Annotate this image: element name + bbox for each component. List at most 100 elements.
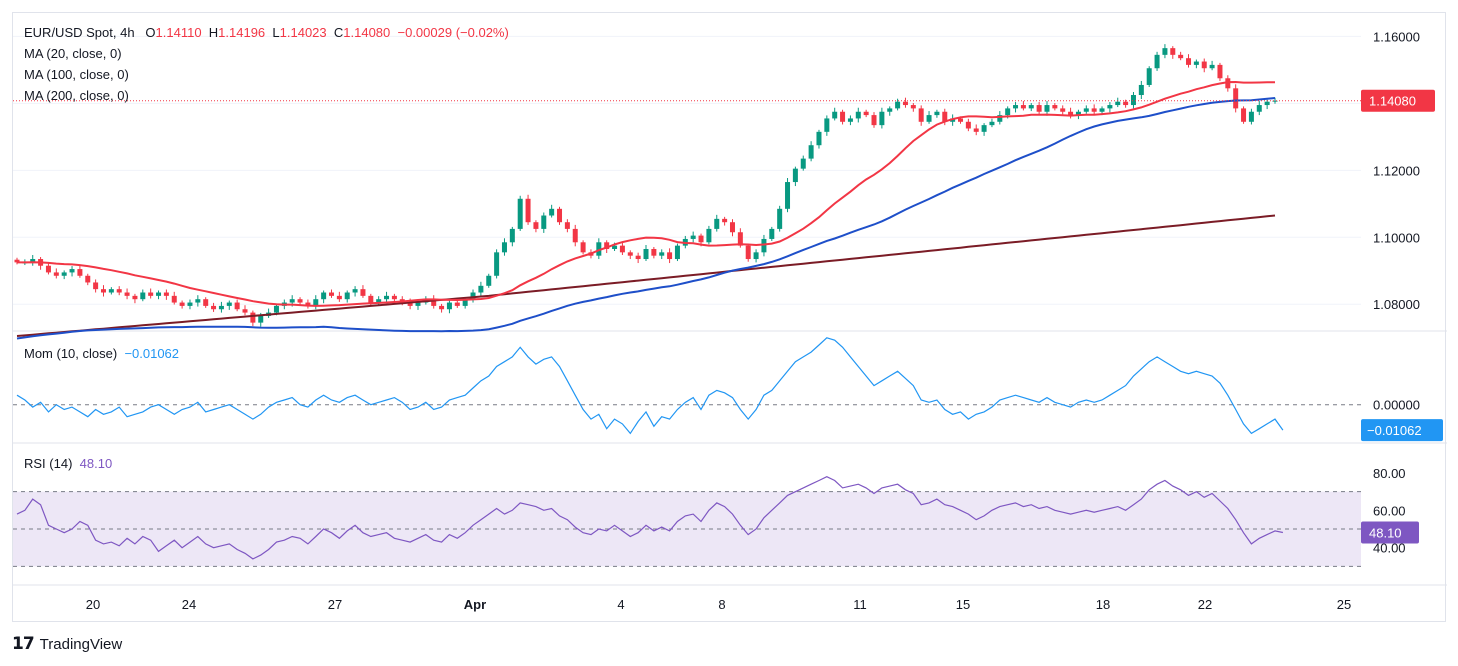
candle-body — [1256, 105, 1262, 112]
candle-body — [352, 289, 358, 293]
open-label: O — [145, 25, 156, 40]
candle-body — [840, 111, 846, 122]
candle-body — [871, 115, 877, 126]
candle-body — [895, 101, 901, 109]
candle-body — [297, 299, 303, 303]
candle-body — [77, 269, 83, 276]
candle-body — [612, 245, 618, 249]
candle-body — [674, 245, 680, 260]
candle-body — [132, 295, 138, 300]
candle-body — [1225, 78, 1231, 89]
candle-body — [942, 111, 948, 122]
candle-body — [785, 182, 791, 209]
candle-body — [659, 252, 665, 256]
candle-body — [1154, 54, 1160, 69]
candle-body — [242, 309, 248, 313]
momentum-value-badge — [1361, 419, 1443, 442]
candle-body — [93, 282, 99, 290]
tradingview-logo[interactable]: 𝟭𝟳 TradingView — [12, 634, 122, 654]
candle-body — [627, 252, 633, 256]
x-tick-label: 27 — [328, 597, 342, 612]
candle-body — [1193, 61, 1199, 65]
candle-body — [1099, 108, 1105, 112]
candle-body — [1264, 101, 1270, 106]
candle-body — [690, 235, 696, 239]
momentum-legend[interactable]: Mom (10, close) −0.01062 — [24, 343, 179, 364]
candle-body — [179, 302, 185, 306]
candle-body — [1020, 105, 1026, 109]
ma100-legend[interactable]: MA (100, close, 0) — [24, 67, 129, 82]
close-label: C — [333, 25, 344, 40]
candle-body — [808, 145, 814, 159]
close-value: 1.14080 — [343, 25, 391, 40]
candle-body — [415, 302, 421, 306]
candle-body — [163, 292, 169, 296]
candle-body — [918, 108, 924, 122]
ma200-legend[interactable]: MA (200, close, 0) — [24, 88, 129, 103]
candle-body — [651, 248, 657, 256]
rsi-label: RSI (14) — [24, 456, 73, 471]
candle-body — [187, 302, 193, 306]
candle-body — [1060, 108, 1066, 112]
candle-body — [14, 259, 20, 263]
candle-body — [533, 222, 539, 229]
chart-frame: 1.160001.140001.120001.100001.080001.140… — [12, 12, 1447, 623]
candle-body — [1201, 61, 1207, 69]
candle-body — [313, 299, 319, 306]
rsi-legend[interactable]: RSI (14) 48.10 — [24, 453, 112, 474]
candle-body — [486, 275, 492, 286]
x-tick-label: 8 — [718, 597, 725, 612]
candle-body — [148, 292, 154, 296]
chart-svg[interactable]: 1.160001.140001.120001.100001.080001.140… — [13, 13, 1447, 623]
candle-body — [698, 235, 704, 243]
rsi-tick-label: 40.00 — [1373, 541, 1406, 556]
candle-body — [1107, 105, 1113, 109]
candle-body — [376, 299, 382, 303]
candle-body — [847, 118, 853, 122]
candle-body — [1075, 111, 1081, 116]
candle-body — [777, 208, 783, 229]
candle-body — [478, 285, 484, 293]
candle-body — [1130, 95, 1136, 106]
candle-body — [973, 128, 979, 132]
x-tick-label: Apr — [464, 597, 486, 612]
ma20-legend[interactable]: MA (20, close, 0) — [24, 46, 122, 61]
candle-body — [384, 295, 390, 300]
candle-body — [446, 302, 452, 310]
candle-body — [604, 242, 610, 249]
candle-body — [321, 292, 327, 300]
rsi-tick-label: 80.00 — [1373, 466, 1406, 481]
candle-body — [69, 269, 75, 273]
candle-body — [1170, 48, 1176, 55]
x-tick-label: 25 — [1337, 597, 1351, 612]
ohlc-legend: EUR/USD Spot, 4h O1.14110 H1.14196 L1.14… — [24, 22, 509, 43]
candle-body — [329, 292, 334, 296]
candle-body — [258, 315, 264, 323]
candle-body — [85, 275, 91, 283]
candle-body — [61, 272, 67, 276]
candle-body — [761, 238, 767, 253]
rsi-value-badge — [1361, 521, 1419, 544]
ma20-line — [17, 80, 1276, 307]
candle-body — [1178, 54, 1184, 59]
candle-body — [494, 252, 500, 276]
candle-body — [557, 208, 563, 223]
candle-body — [1115, 101, 1121, 106]
high-value: 1.14196 — [218, 25, 266, 40]
candle-body — [368, 295, 374, 303]
momentum-label: Mom (10, close) — [24, 346, 118, 361]
ma100-line — [16, 97, 1276, 340]
candle-body — [635, 255, 641, 260]
candle-body — [226, 302, 232, 306]
candle-body — [116, 289, 122, 293]
momentum-value-label: −0.01062 — [1367, 423, 1422, 438]
open-value: 1.14110 — [155, 25, 202, 40]
candle-body — [1241, 108, 1247, 122]
rsi-value: 48.10 — [79, 456, 113, 471]
candle-body — [997, 115, 1003, 122]
candle-body — [431, 299, 437, 306]
candle-body — [722, 218, 728, 223]
candle-body — [1083, 108, 1089, 112]
tradingview-icon: 𝟭𝟳 — [12, 634, 35, 653]
